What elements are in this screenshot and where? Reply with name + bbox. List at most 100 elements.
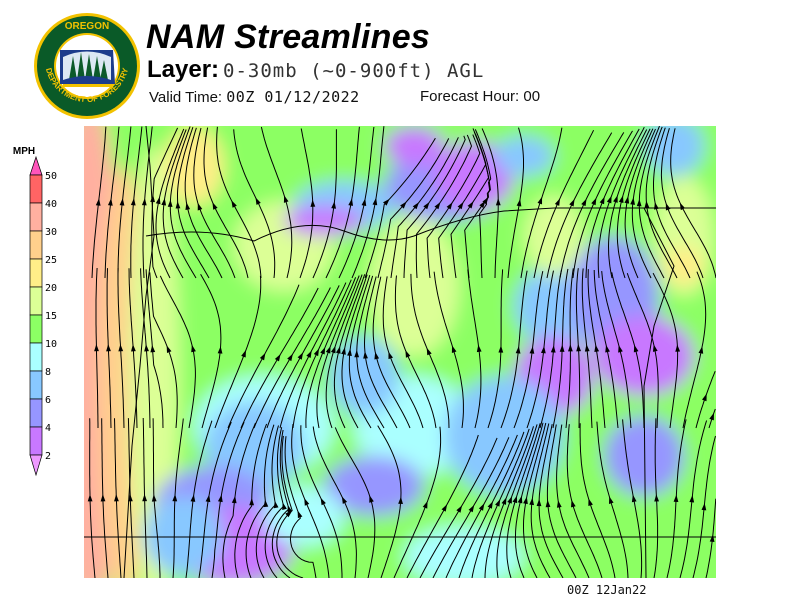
streamline-arrowhead [185, 202, 191, 210]
streamline-arrowhead [624, 196, 630, 204]
streamline-arrowhead [374, 351, 380, 360]
legend-bin [29, 286, 43, 316]
streamline-arrowhead [231, 200, 237, 208]
legend-tick-label: 40 [45, 199, 57, 210]
streamline-arrowhead [468, 504, 475, 513]
streamline-arrowhead [550, 345, 556, 353]
streamline-arrowhead [297, 352, 304, 360]
wind-speed-region [369, 216, 459, 356]
streamline-arrowhead [107, 198, 113, 206]
state-border-east [643, 207, 675, 578]
legend-bin [29, 342, 43, 372]
streamline-arrowhead [495, 198, 501, 206]
streamline-arrowhead [348, 198, 354, 206]
layer-value: 0-30mb (~0-900ft) AGL [223, 60, 485, 82]
streamline-arrowhead [588, 498, 593, 507]
streamline-arrowhead [172, 494, 178, 502]
wind-speed-region [494, 136, 554, 176]
legend-tick-label: 10 [45, 339, 57, 350]
streamline-arrowhead [654, 494, 660, 502]
wind-speed-region [284, 206, 364, 236]
streamline-arrowhead [537, 196, 543, 205]
streamline-arrowhead [536, 498, 542, 507]
streamline-arrowhead [166, 345, 172, 353]
legend-tick-label: 25 [45, 255, 57, 266]
legend-bin [29, 230, 43, 260]
streamline-arrowhead [212, 202, 218, 210]
legend-arrow-bottom [29, 454, 43, 477]
streamline-arrowhead [501, 497, 507, 505]
streamline-arrowhead [529, 346, 535, 354]
streamline-arrowhead [636, 198, 642, 207]
streamline-arrowhead [283, 195, 289, 203]
wind-speed-legend: MPH 50 40 30 25 20 15 10 8 6 4 2 [13, 146, 57, 477]
wind-speed-region [144, 496, 224, 576]
streamline-arrowhead [310, 199, 316, 207]
streamline-arrowhead [591, 197, 597, 206]
streamline-arrowhead [274, 353, 281, 362]
streamline-arrowhead [297, 510, 303, 519]
streamline-arrowhead [191, 344, 196, 353]
streamline-arrowhead [576, 344, 582, 352]
streamline-arrowhead [487, 501, 493, 509]
streamline-arrowhead [467, 201, 474, 209]
coastline [123, 126, 155, 578]
streamline-arrowhead [701, 393, 707, 402]
streamline-arrowhead [644, 200, 650, 209]
streamline-arrowhead [652, 344, 658, 352]
wind-speed-region [324, 456, 424, 516]
streamline-arrowhead [554, 198, 560, 206]
streamline-arrowhead [568, 344, 573, 352]
streamline-arrowhead [320, 497, 326, 506]
oregon-department-of-forestry-logo: OREGON DEPARTMENT OF FORESTRY [33, 12, 141, 120]
streamline-arrowhead [423, 201, 430, 210]
streamline-arrowhead [498, 345, 504, 353]
streamline-arrowhead [87, 494, 93, 502]
forecast-hour-value: 00 [523, 88, 541, 105]
valid-time: Valid Time: 00Z 01/12/2022 [149, 88, 360, 106]
streamline-arrowhead [517, 495, 523, 504]
streamline-arrowhead [175, 201, 181, 209]
streamline-arrowhead [372, 197, 378, 206]
streamline-arrowhead [709, 412, 714, 421]
map-timestamp: 00Z 12Jan22 [567, 583, 647, 597]
legend-tick-label: 2 [45, 451, 51, 462]
streamline-arrowhead [282, 502, 287, 510]
streamline-arrowhead [584, 344, 590, 352]
streamline-arrowhead [457, 201, 464, 210]
streamline-arrowhead [118, 344, 124, 352]
streamline-arrowhead [197, 202, 203, 211]
streamline-arrowhead [161, 198, 167, 206]
streamline-arrowhead [94, 344, 99, 352]
streamline-arrowhead [100, 494, 106, 502]
streamline-arrowhead [287, 353, 293, 362]
page-title: NAM Streamlines [146, 18, 431, 56]
streamline-arrowhead [388, 351, 393, 360]
streamline-arrowhead [675, 344, 681, 352]
streamline-arrowhead [701, 502, 707, 511]
streamline-arrowhead [618, 345, 623, 353]
wind-speed-region [584, 506, 664, 578]
streamline-arrowhead [255, 197, 261, 205]
valid-time-value: 00Z 01/12/2022 [226, 88, 360, 106]
streamline-arrowhead [599, 196, 605, 205]
legend-bin [29, 370, 43, 400]
streamline-arrowhead [142, 494, 148, 502]
streamline-arrowhead [330, 345, 336, 354]
streamline-arrowhead [304, 498, 310, 506]
streamline-arrowhead [369, 495, 374, 503]
streamline-arrowhead [313, 348, 320, 357]
streamline-arrowhead [405, 350, 411, 358]
streamline-arrowhead [398, 496, 403, 505]
streamline-arrowhead [361, 198, 367, 206]
streamline-arrowhead [545, 499, 551, 508]
legend-tick-label: 4 [45, 423, 51, 434]
streamline-arrowhead [559, 344, 565, 352]
streamline-arrowhead [347, 348, 352, 356]
forecast-hour-label: Forecast Hour: [420, 88, 520, 105]
streamline-arrowhead [190, 494, 196, 502]
streamline-arrowhead [698, 346, 704, 354]
wind-speed-region [329, 336, 399, 416]
streamline-arrowhead [422, 501, 428, 509]
streamline-arrowhead [231, 495, 237, 504]
